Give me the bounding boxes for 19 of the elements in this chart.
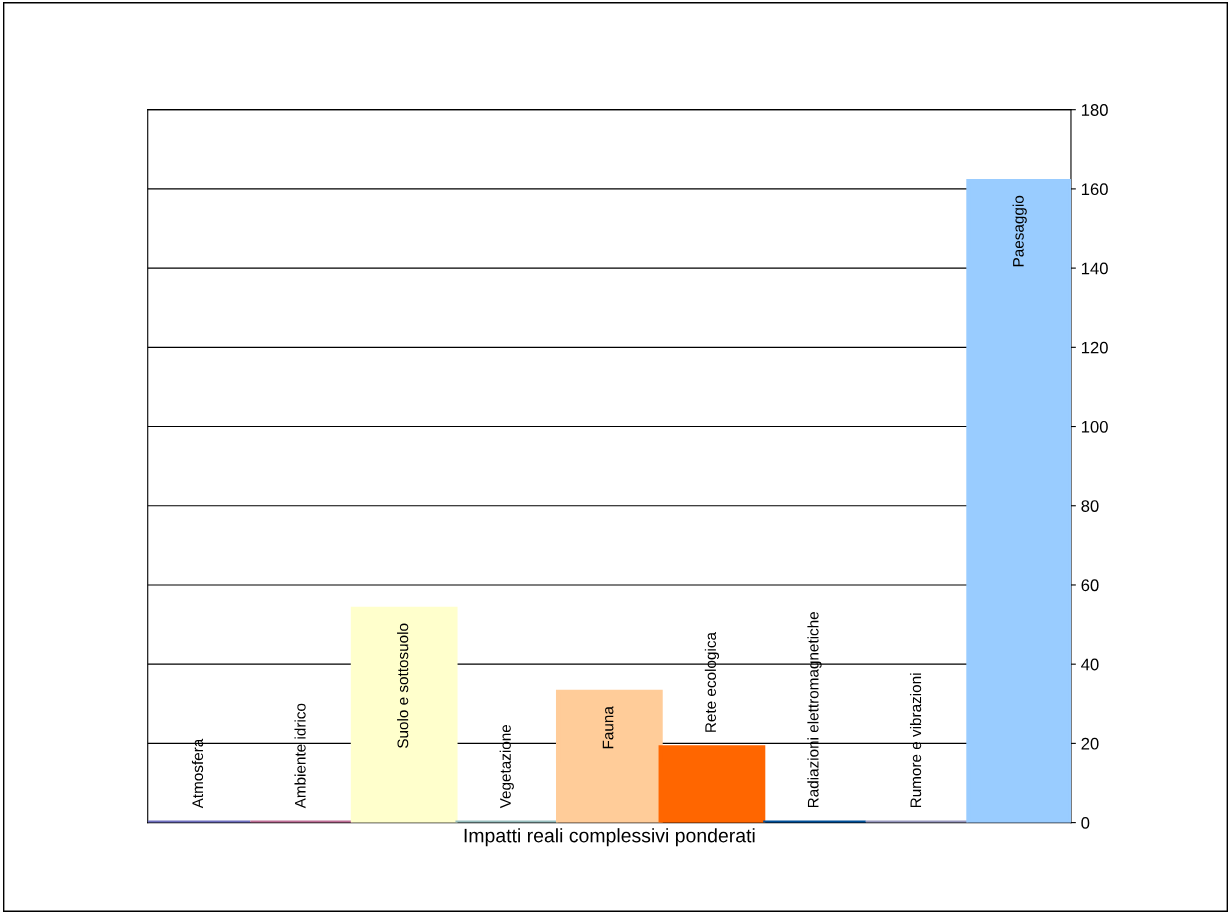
y-tick-label: 180 — [1081, 104, 1108, 116]
y-tick-label: 80 — [1081, 500, 1099, 512]
y-tick-label: 100 — [1081, 420, 1108, 433]
y-tick-label: 160 — [1081, 183, 1108, 196]
x-tick-label: Paesaggio — [1012, 195, 1027, 267]
y-tick-label: 60 — [1081, 579, 1099, 592]
x-tick-label: Radiazioni elettromagnetiche — [807, 611, 822, 808]
x-tick-label: Vegetazione — [499, 724, 514, 809]
y-tick-label: 40 — [1081, 658, 1099, 671]
y-tick-label: 0 — [1081, 817, 1090, 829]
x-axis-title: Impatti reali complessivi ponderati — [464, 828, 755, 847]
y-tick-label: 20 — [1081, 737, 1099, 750]
y-tick-label: 140 — [1081, 262, 1108, 275]
x-tick-label: Atmosfera — [191, 738, 204, 809]
x-tick-label: Rete ecologica — [704, 632, 720, 732]
x-tick-label: Ambiente idrico — [294, 703, 306, 809]
x-tick-label: Fauna — [602, 706, 614, 749]
y-tick-label: 120 — [1081, 341, 1108, 354]
x-tick-label: Suolo e sottosuolo — [397, 623, 409, 748]
